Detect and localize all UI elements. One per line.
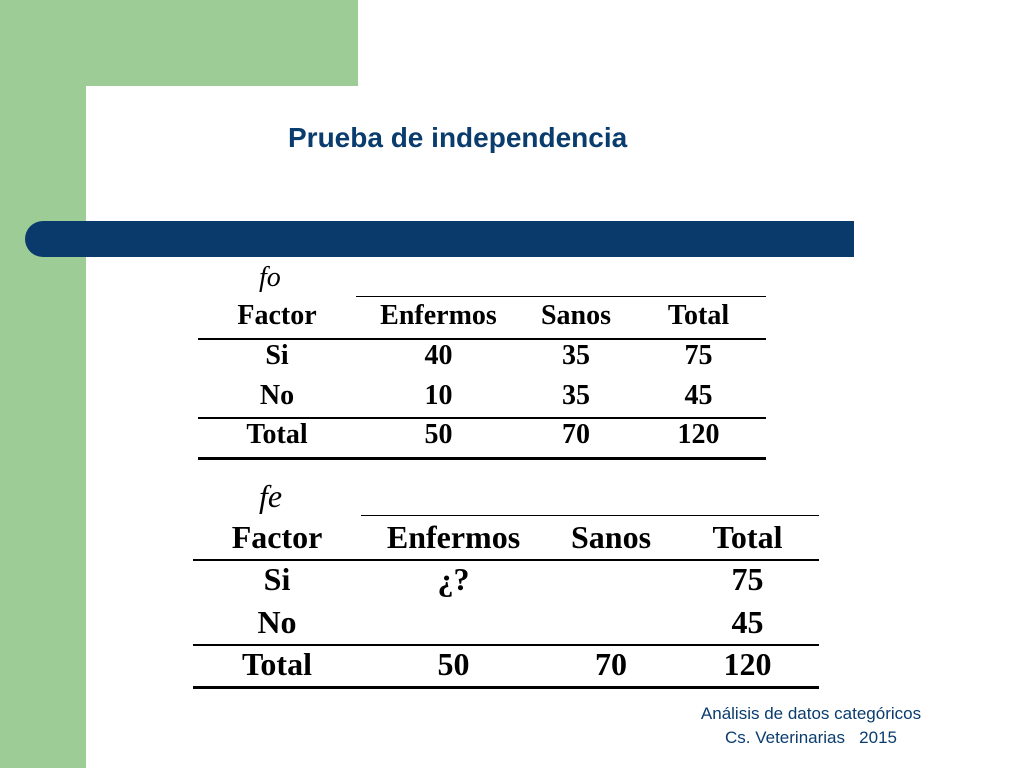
header-cell: Sanos xyxy=(570,519,652,555)
slide-footer: Análisis de datos categóricos Cs. Veteri… xyxy=(680,702,942,750)
table-bottom-rule xyxy=(193,686,819,689)
table-row: Si 40 35 75 xyxy=(198,340,766,372)
table-cell: 70 xyxy=(595,646,627,682)
total-row: Total 50 70 120 xyxy=(198,419,766,451)
header-top-rule xyxy=(356,296,766,297)
header-row: Factor Enfermos Sanos Total xyxy=(198,300,766,332)
header-cell: Factor xyxy=(237,300,317,331)
table-cell: 35 xyxy=(562,380,590,411)
row-label: No xyxy=(257,604,297,640)
header-cell: Sanos xyxy=(540,300,612,331)
table-cell xyxy=(361,604,546,641)
total-top-rule xyxy=(193,644,819,646)
title-divider-bar xyxy=(25,221,854,257)
table-cell: 75 xyxy=(684,340,713,371)
table-cell: 50 xyxy=(437,646,470,682)
table-row: No 10 35 45 xyxy=(198,380,766,412)
footer-course: Análisis de datos categóricos xyxy=(700,704,922,723)
header-cell: Enfermos xyxy=(386,519,521,555)
table-cell: 120 xyxy=(677,419,720,450)
observed-frequencies-table: fo Factor Enfermos Sanos Total Si 40 35 … xyxy=(198,262,766,462)
table-cell: 45 xyxy=(684,380,713,411)
row-label: Si xyxy=(265,340,289,371)
table-cell: 120 xyxy=(723,646,772,682)
header-cell: Total xyxy=(712,519,783,555)
table-label: fo xyxy=(259,262,281,293)
table-cell: 75 xyxy=(731,561,764,597)
table-cell: 50 xyxy=(424,419,453,450)
slide-corner xyxy=(86,86,166,166)
table-label: fe xyxy=(259,478,283,514)
total-top-rule xyxy=(198,417,766,419)
table-row: Si ¿? 75 xyxy=(193,561,819,598)
header-top-rule xyxy=(361,515,819,516)
green-side-band xyxy=(0,0,86,768)
row-label: No xyxy=(259,380,295,411)
footer-program-year: Cs. Veterinarias 2015 xyxy=(725,728,897,747)
row-label: Total xyxy=(246,419,308,450)
header-cell: Enfermos xyxy=(380,300,497,331)
header-row: Factor Enfermos Sanos Total xyxy=(193,519,819,556)
table-cell: 70 xyxy=(562,419,590,450)
expected-frequencies-table: fe Factor Enfermos Sanos Total Si ¿? 75 … xyxy=(193,478,819,692)
table-bottom-rule xyxy=(198,457,766,460)
table-cell: 10 xyxy=(424,380,453,411)
row-label: Si xyxy=(263,561,291,597)
table-cell: ¿? xyxy=(437,561,470,597)
header-bottom-rule xyxy=(193,559,819,561)
slide-title: Prueba de independencia xyxy=(288,122,628,153)
table-cell: 40 xyxy=(424,340,453,371)
green-top-band xyxy=(0,0,358,86)
table-cell: 45 xyxy=(731,604,764,640)
total-row: Total 50 70 120 xyxy=(193,646,819,683)
table-cell: 35 xyxy=(562,340,590,371)
row-label: Total xyxy=(242,646,312,682)
table-row: No 45 xyxy=(193,604,819,641)
header-cell: Total xyxy=(667,300,730,331)
table-cell xyxy=(546,604,676,641)
table-cell xyxy=(546,561,676,598)
header-cell: Factor xyxy=(231,519,323,555)
header-bottom-rule xyxy=(198,338,766,340)
